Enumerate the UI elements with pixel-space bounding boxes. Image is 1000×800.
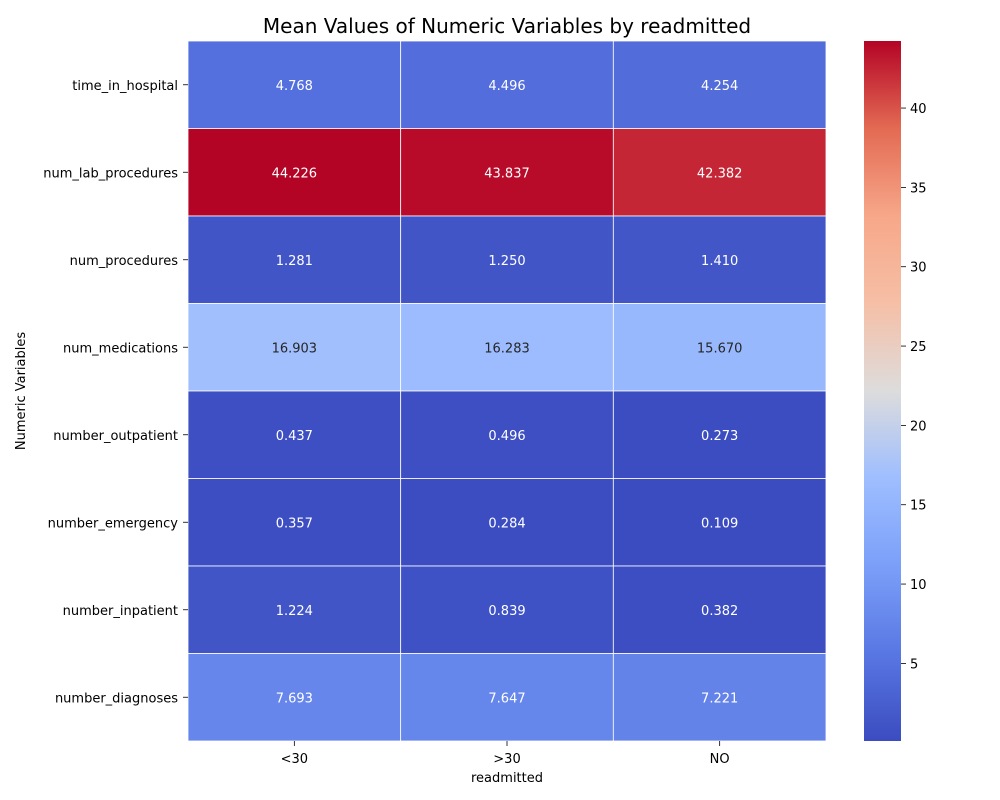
cell-value-label: 42.382 bbox=[697, 166, 743, 181]
row-label: number_emergency bbox=[48, 516, 179, 531]
heatmap-cell bbox=[187, 565, 402, 654]
colorbar-tick-label: 5 bbox=[910, 657, 918, 672]
cell-value-label: 16.903 bbox=[272, 341, 318, 356]
colorbar-tick-label: 35 bbox=[910, 181, 927, 196]
heatmap-cell bbox=[400, 215, 614, 304]
cell-value-label: 0.437 bbox=[276, 429, 313, 444]
column-label: >30 bbox=[493, 752, 520, 767]
colorbar-tick-label: 40 bbox=[910, 102, 927, 117]
heatmap-cell bbox=[400, 478, 614, 567]
cell-value-label: 44.226 bbox=[272, 166, 318, 181]
heatmap-cells: 4.768 4.496 4.254 44.226 43.837 42.382 1.281 1.… bbox=[187, 40, 827, 742]
cell-value-label: 0.496 bbox=[488, 429, 525, 444]
cell-value-label: 7.647 bbox=[488, 691, 525, 706]
column-labels: <30 >30 NO bbox=[281, 741, 730, 767]
heatmap-cell bbox=[187, 303, 402, 392]
cell-value-label: 4.254 bbox=[701, 79, 738, 94]
heatmap-cell bbox=[400, 653, 614, 742]
heatmap-cell bbox=[187, 40, 402, 129]
heatmap-cell bbox=[400, 40, 614, 129]
cell-value-label: 0.382 bbox=[701, 604, 738, 619]
row-label: num_medications bbox=[63, 341, 178, 356]
heatmap-cell bbox=[400, 390, 614, 479]
cell-value-label: 16.283 bbox=[484, 341, 530, 356]
heatmap-cell bbox=[612, 303, 827, 392]
heatmap-cell bbox=[612, 128, 827, 217]
cell-value-label: 0.357 bbox=[276, 516, 313, 531]
colorbar-tick-label: 30 bbox=[910, 261, 927, 276]
cell-value-label: 1.250 bbox=[488, 254, 525, 269]
colorbar-tick-label: 25 bbox=[910, 340, 927, 355]
cell-value-label: 4.768 bbox=[276, 79, 313, 94]
heatmap-cell bbox=[187, 215, 402, 304]
row-label: num_lab_procedures bbox=[43, 166, 178, 181]
colorbar-tick-label: 15 bbox=[910, 499, 927, 514]
cell-value-label: 7.221 bbox=[701, 691, 738, 706]
cell-value-label: 0.109 bbox=[701, 516, 738, 531]
x-axis-label: readmitted bbox=[471, 771, 543, 786]
row-labels: time_in_hospital num_lab_procedures num_pr… bbox=[43, 79, 188, 706]
heatmap-cell bbox=[612, 40, 827, 129]
chart-title: Mean Values of Numeric Variables by read… bbox=[263, 14, 751, 38]
heatmap-cell bbox=[400, 128, 614, 217]
cell-value-label: 15.670 bbox=[697, 341, 743, 356]
row-label: time_in_hospital bbox=[72, 79, 178, 94]
heatmap-cell bbox=[612, 390, 827, 479]
cell-value-label: 0.839 bbox=[488, 604, 525, 619]
row-label: number_diagnoses bbox=[55, 691, 178, 706]
column-label: NO bbox=[710, 752, 730, 767]
cell-value-label: 7.693 bbox=[276, 691, 313, 706]
y-axis-label: Numeric Variables bbox=[14, 332, 29, 450]
row-label: num_procedures bbox=[70, 254, 179, 269]
heatmap-cell bbox=[612, 653, 827, 742]
column-label: <30 bbox=[281, 752, 308, 767]
cell-value-label: 1.224 bbox=[276, 604, 313, 619]
heatmap-cell bbox=[187, 390, 402, 479]
cell-value-label: 1.281 bbox=[276, 254, 313, 269]
row-label: number_outpatient bbox=[53, 429, 178, 444]
cell-value-label: 43.837 bbox=[484, 166, 530, 181]
colorbar-gradient bbox=[864, 41, 901, 741]
cell-value-label: 4.496 bbox=[488, 79, 525, 94]
heatmap-cell bbox=[612, 478, 827, 567]
colorbar-tick-label: 20 bbox=[910, 419, 927, 434]
colorbar-ticks: 5 10 15 20 25 30 35 40 bbox=[901, 102, 927, 672]
heatmap-cell bbox=[187, 653, 402, 742]
colorbar: 5 10 15 20 25 30 35 40 bbox=[864, 41, 927, 741]
heatmap-cell bbox=[400, 565, 614, 654]
heatmap-cell bbox=[612, 565, 827, 654]
colorbar-tick-label: 10 bbox=[910, 578, 927, 593]
cell-value-label: 0.273 bbox=[701, 429, 738, 444]
cell-value-label: 1.410 bbox=[701, 254, 738, 269]
heatmap-cell bbox=[187, 128, 402, 217]
row-label: number_inpatient bbox=[63, 604, 178, 619]
cell-value-label: 0.284 bbox=[488, 516, 525, 531]
